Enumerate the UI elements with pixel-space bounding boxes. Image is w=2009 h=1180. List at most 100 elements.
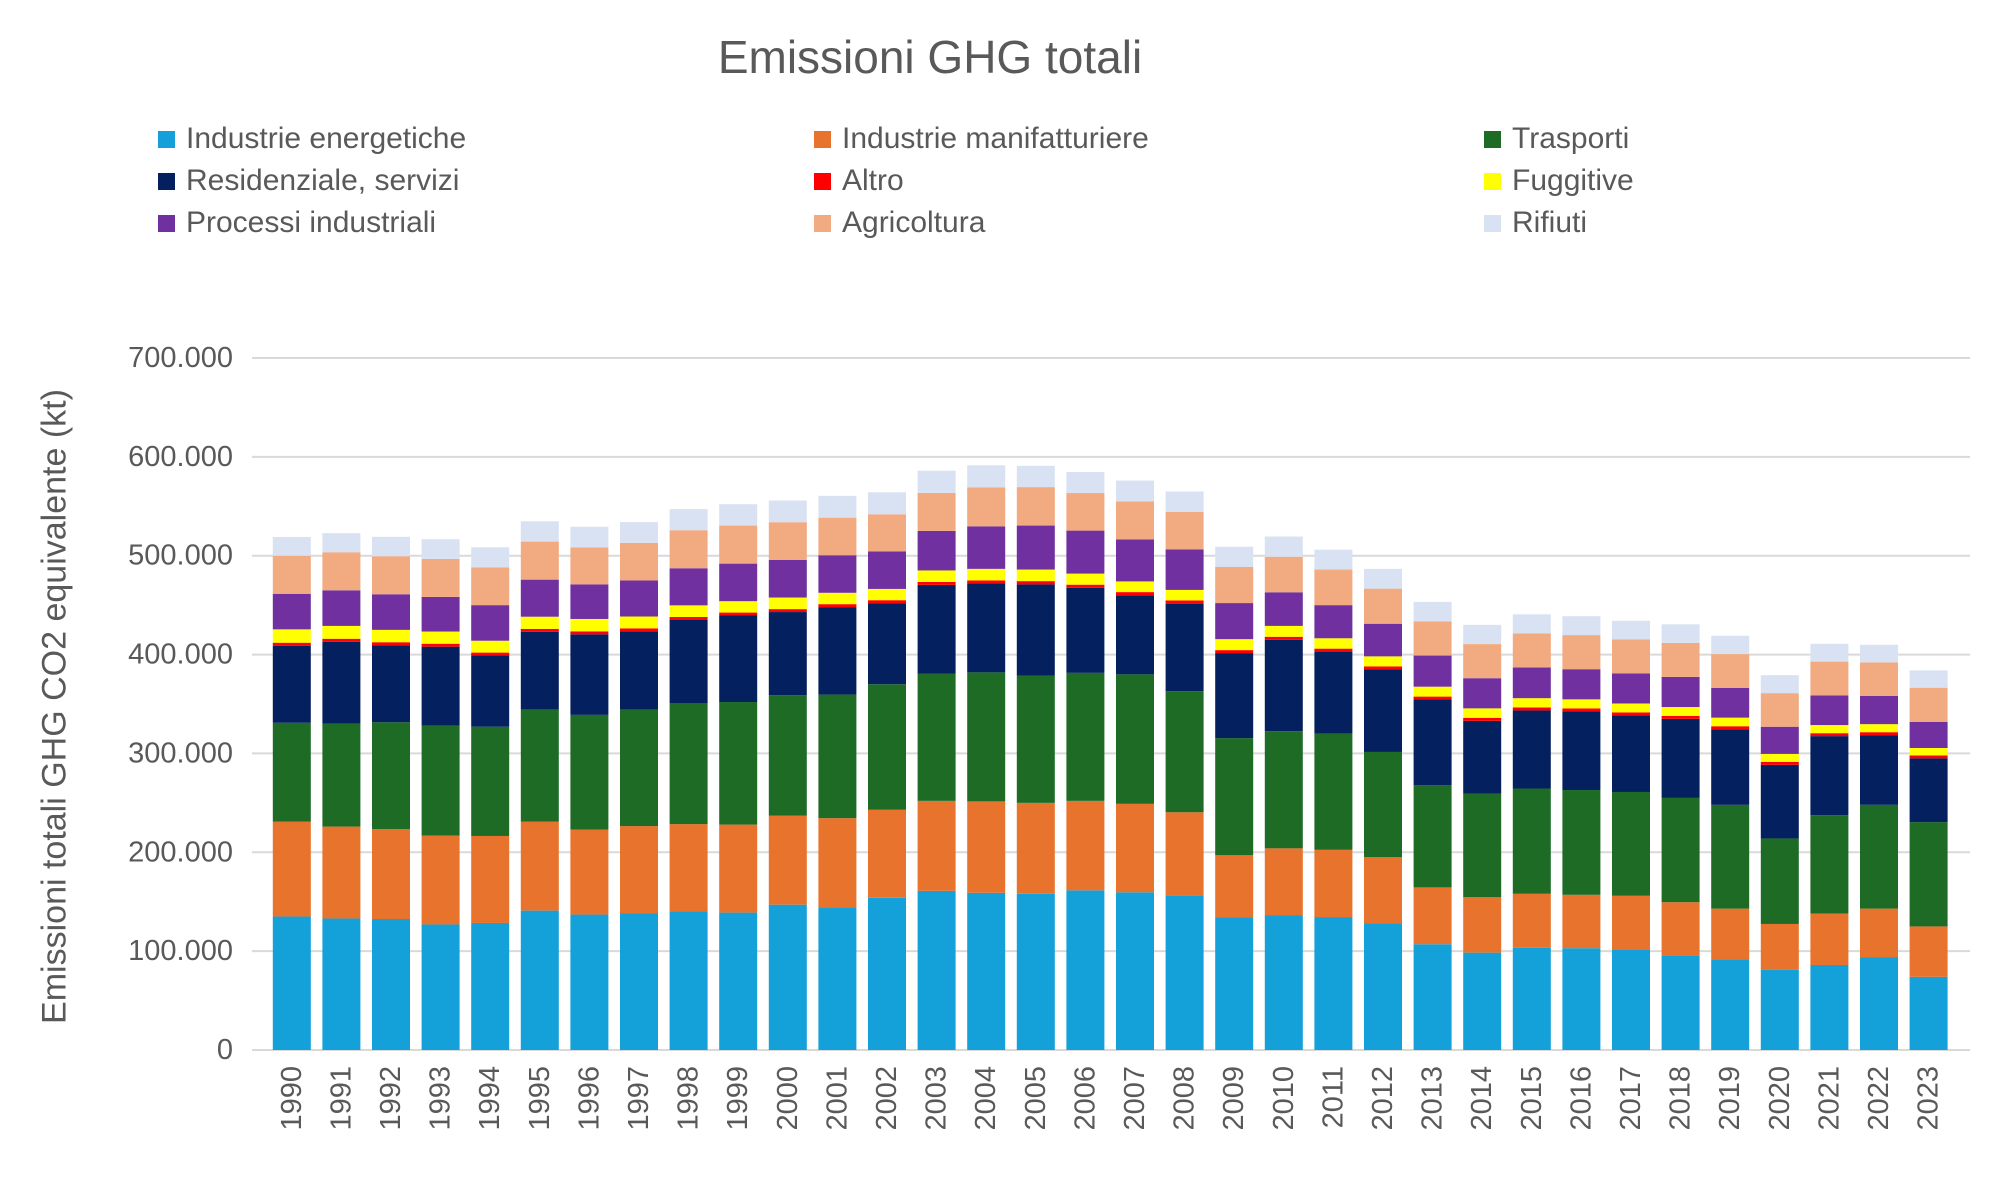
bar-2021 [1810,643,1849,1050]
x-tick-label: 2004 [970,1066,1002,1131]
y-tick-label: 100.000 [128,935,233,967]
x-tick-label: 2007 [1119,1066,1151,1131]
bar-segment [1165,812,1204,896]
bar-2016 [1562,616,1601,1050]
legend-swatch-icon [1484,214,1501,232]
bar-segment [1512,893,1551,948]
bar-segment [1215,603,1254,640]
x-tick-label: 1990 [276,1066,308,1131]
bar-segment [272,916,311,1050]
bar-segment [1562,790,1601,895]
x-tick-label: 1993 [425,1066,457,1131]
bar-segment [1463,952,1502,1050]
bar-segment [1760,753,1799,762]
bar-segment [1364,666,1402,670]
bar-segment [1562,948,1601,1050]
x-tick-label: 1991 [325,1066,357,1131]
bar-segment [1215,566,1254,604]
legend-label: Rifiuti [1512,206,1588,239]
bar-segment [1413,785,1452,888]
bar-segment [1016,893,1055,1050]
bar-2001 [818,495,857,1050]
bar-segment [1264,848,1303,916]
bar-segment [1463,720,1502,794]
bar-segment [768,612,807,696]
bar-segment [570,618,609,632]
bar-segment [1512,707,1551,711]
bar-segment [1860,644,1898,663]
bar-segment [1760,923,1799,970]
legend-swatch-icon [158,172,175,190]
bar-segment [272,642,311,646]
x-tick-label: 2010 [1268,1066,1300,1131]
bar-segment [520,521,559,542]
bar-segment [1314,638,1353,649]
bar-segment [868,600,906,604]
bar-segment [1413,696,1452,700]
bar-segment [967,580,1006,584]
bar-segment [1364,588,1402,624]
bar-segment [719,824,758,913]
bar-segment [1512,788,1551,894]
bar-segment [322,533,361,553]
bar-segment [818,592,857,605]
bar-segment [868,809,906,898]
x-tick-label: 2003 [921,1066,953,1131]
bar-segment [719,615,758,703]
bar-segment [520,616,559,629]
bar-segment [372,919,410,1050]
bar-segment [1860,732,1898,736]
bar-segment [1612,791,1650,896]
bar-segment [620,542,658,581]
bar-1996 [570,526,609,1050]
bar-segment [570,631,609,635]
bar-2005 [1016,465,1055,1050]
bar-segment [669,568,708,606]
bar-segment [520,541,559,580]
bar-segment [1264,731,1303,849]
bar-segment [570,634,609,715]
bar-segment [1661,902,1700,956]
bar-1992 [372,536,410,1050]
bar-1999 [719,504,758,1050]
bar-2019 [1711,635,1750,1050]
bar-segment [520,631,559,710]
bar-segment [1364,623,1402,657]
bar-segment [1116,803,1154,893]
bar-2015 [1512,614,1551,1050]
bar-segment [1909,670,1948,688]
bar-segment [868,684,906,810]
bar-segment [1711,729,1750,805]
x-tick-label: 2011 [1317,1066,1349,1128]
legend-label: Trasporti [1512,122,1630,155]
bar-segment [570,547,609,585]
bar-segment [520,910,559,1050]
bar-segment [818,694,857,819]
bar-segment [471,835,510,923]
bar-segment [1314,569,1353,606]
x-tick-label: 1992 [375,1066,407,1131]
bar-segment [719,601,758,613]
bar-segment [570,584,609,619]
bar-segment [322,625,361,639]
bar-segment [1562,699,1601,709]
bar-2004 [967,465,1006,1050]
bar-segment [471,922,510,1050]
x-tick-label: 2019 [1714,1066,1746,1131]
bar-segment [1860,662,1898,696]
bar-segment [421,646,460,726]
bar-segment [272,645,311,723]
legend-item-industrie-manifatturiere: Industrie manifatturiere [814,124,1484,154]
bar-segment [1612,620,1650,640]
bar-segment [719,912,758,1050]
bar-segment [967,465,1006,488]
bar-segment [421,539,460,559]
x-tick-label: 2022 [1863,1066,1895,1131]
legend-swatch-icon [158,214,175,232]
bar-segment [372,645,410,723]
bar-segment [669,824,708,912]
bar-2011 [1314,549,1353,1050]
bar-2010 [1264,536,1303,1050]
bar-segment [1066,573,1105,585]
